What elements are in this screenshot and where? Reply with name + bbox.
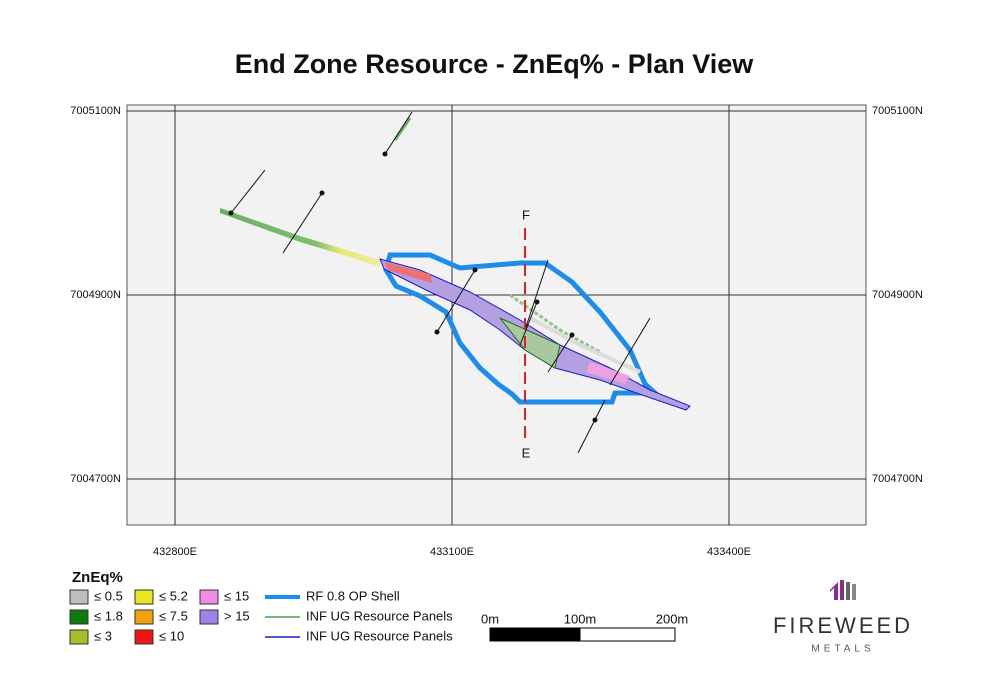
logo-icon — [830, 580, 856, 600]
legend-title: ZnEq% — [72, 569, 123, 586]
drill-hole — [547, 334, 573, 373]
resource-panel — [220, 208, 380, 267]
section-label: E — [522, 445, 531, 460]
legend-label: ≤ 1.8 — [94, 608, 123, 623]
legend-label: INF UG Resource Panels — [306, 608, 453, 623]
drill-holes — [228, 111, 651, 454]
legend-label: ≤ 0.5 — [94, 588, 123, 603]
easting-label: 432800E — [153, 546, 197, 558]
drill-hole — [282, 192, 323, 254]
resource-panel — [499, 317, 561, 369]
northing-label: 7004900N — [872, 289, 923, 301]
drill-hole — [519, 301, 538, 346]
scale-bar — [579, 627, 676, 642]
easting-label: 433100E — [430, 546, 474, 558]
title: End Zone Resource - ZnEq% - Plan View — [235, 49, 755, 79]
scale-label: 100m — [564, 611, 597, 626]
legend-label: ≤ 5.2 — [159, 588, 188, 603]
drill-hole — [436, 269, 476, 333]
drill-hole — [577, 399, 606, 454]
drill-hole — [609, 317, 651, 386]
section-label: F — [522, 207, 530, 222]
logo-name: FIREWEED — [773, 613, 913, 638]
drill-hole — [524, 259, 549, 331]
resource-panel — [385, 262, 432, 283]
resource-panel — [393, 117, 412, 141]
drill-hole — [230, 169, 266, 214]
resource-panel — [509, 293, 601, 354]
logo-subtitle: METALS — [811, 644, 874, 655]
legend-swatch — [69, 629, 89, 645]
scale-bar — [489, 627, 581, 642]
legend-swatch — [134, 609, 154, 625]
legend-swatch — [199, 609, 219, 625]
scale-label: 200m — [656, 611, 689, 626]
legend-label: ≤ 7.5 — [159, 608, 188, 623]
northing-label: 7004900N — [70, 289, 121, 301]
northing-label: 7004700N — [872, 473, 923, 485]
northing-label: 7005100N — [872, 105, 923, 117]
easting-label: 433400E — [707, 546, 751, 558]
legend: ≤ 0.5 ≤ 1.8 ≤ 3 ≤ 5.2 ≤ 7.5 ≤ 10 ≤ 15 > 15 RF 0.… — [69, 588, 453, 645]
northing-label: 7005100N — [70, 105, 121, 117]
pit-shell — [383, 252, 662, 405]
grid — [127, 105, 866, 525]
legend-swatch — [69, 589, 89, 605]
resource-panel — [529, 316, 641, 374]
legend-label: ≤ 15 — [224, 588, 249, 603]
legend-swatch — [134, 629, 154, 645]
legend-label: ≤ 3 — [94, 628, 112, 643]
legend-label: > 15 — [224, 608, 250, 623]
resource-panel — [586, 362, 630, 384]
legend-swatch — [134, 589, 154, 605]
northing-label: 7004700N — [70, 473, 121, 485]
legend-label: INF UG Resource Panels — [306, 628, 453, 643]
legend-swatch — [199, 589, 219, 605]
legend-label: RF 0.8 OP Shell — [306, 588, 400, 603]
scale-label: 0m — [481, 611, 499, 626]
drill-hole — [384, 111, 413, 155]
legend-label: ≤ 10 — [159, 628, 184, 643]
legend-swatch — [69, 609, 89, 625]
